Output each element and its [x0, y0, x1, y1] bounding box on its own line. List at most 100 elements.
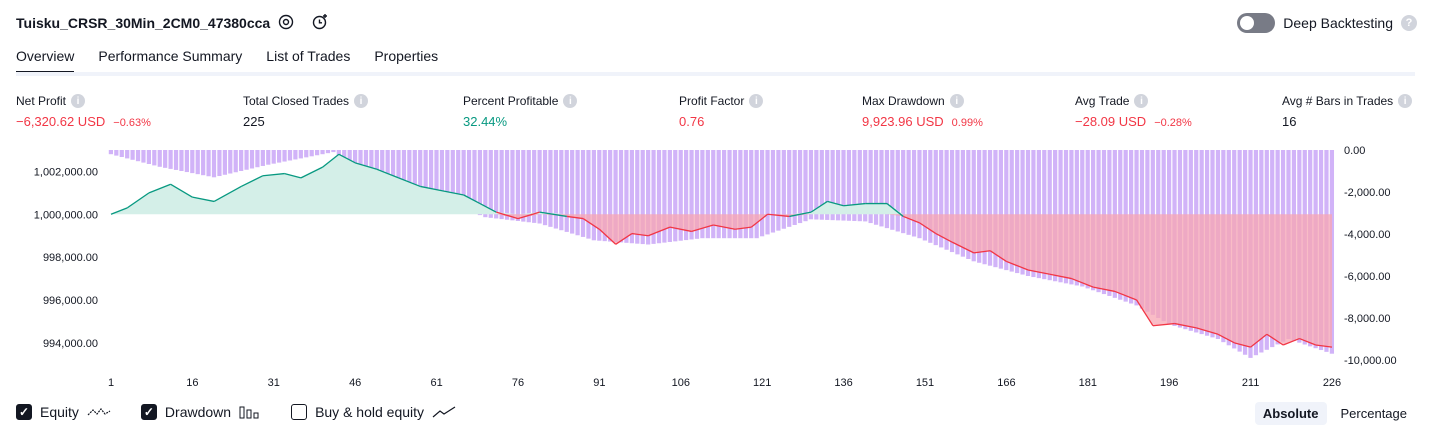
legend-drawdown[interactable]: ✓ Drawdown	[140, 404, 261, 420]
info-icon[interactable]: i	[563, 94, 578, 108]
metric-sub: 0.99%	[951, 117, 983, 129]
drawdown-bar	[146, 150, 151, 164]
x-axis-tick-label: 91	[593, 377, 605, 389]
drawdown-bar	[694, 150, 700, 239]
tab-overview[interactable]: Overview	[16, 48, 75, 74]
drawdown-bar	[662, 150, 667, 243]
drawdown-bar	[977, 150, 982, 263]
help-icon[interactable]: ?	[1401, 15, 1417, 31]
drawdown-bar	[939, 150, 944, 248]
drawdown-bar	[998, 150, 1003, 269]
right-axis-tick-label: -10,000.00	[1344, 355, 1397, 367]
drawdown-bar	[629, 150, 634, 244]
tab-performance-summary[interactable]: Performance Summary	[98, 48, 243, 64]
drawdown-bar	[488, 150, 493, 218]
drawdown-bar	[993, 150, 998, 268]
equity-segment	[582, 218, 600, 230]
drawdown-bar	[483, 150, 488, 218]
info-icon[interactable]: i	[749, 94, 764, 108]
drawdown-bar	[331, 150, 336, 153]
drawdown-bar	[787, 150, 792, 227]
info-icon[interactable]: i	[354, 94, 369, 108]
drawdown-bar	[716, 150, 721, 239]
equity-segment	[1093, 286, 1116, 293]
equity-segment	[1152, 322, 1175, 327]
left-axis-tick-label: 1,000,000.00	[34, 209, 98, 221]
drawdown-bar	[1031, 150, 1036, 278]
x-axis-tick-label: 46	[349, 377, 361, 389]
left-axis-tick-label: 996,000.00	[43, 295, 98, 307]
drawdown-bar	[390, 150, 396, 182]
left-axis: 1,002,000.00 1,000,000.00 998,000.00 996,00…	[34, 166, 98, 349]
buy-hold-checkbox[interactable]	[291, 404, 308, 420]
equity-segment	[691, 224, 714, 233]
info-icon[interactable]: i	[1134, 94, 1149, 108]
drawdown-bar	[179, 150, 184, 171]
legend-buy-hold-label: Buy & hold equity	[315, 404, 425, 420]
drawdown-bar	[260, 150, 265, 166]
drawdown-bar	[277, 150, 282, 163]
alert-clock-icon[interactable]	[311, 13, 329, 31]
drawdown-bar	[206, 150, 211, 177]
legend-buy-hold[interactable]: Buy & hold equity	[291, 404, 456, 420]
drawdown-bar	[564, 150, 569, 232]
metric-value: −6,320.62 USD	[16, 114, 106, 129]
x-axis-tick-label: 106	[672, 377, 690, 389]
drawdown-bar	[722, 150, 727, 239]
drawdown-bar	[428, 150, 434, 197]
info-icon[interactable]: i	[71, 94, 86, 108]
drawdown-bar	[591, 150, 596, 241]
equity-checkbox[interactable]: ✓	[16, 404, 32, 420]
equity-chart[interactable]: 1,002,000.00 1,000,000.00 998,000.00 996,00…	[0, 140, 1431, 395]
equity-line-icon	[87, 408, 111, 416]
drawdown-bar	[157, 150, 162, 167]
tab-properties[interactable]: Properties	[374, 48, 439, 64]
drawdown-bar	[271, 150, 276, 164]
tab-list-of-trades[interactable]: List of Trades	[266, 48, 351, 64]
right-axis-tick-label: -6,000.00	[1344, 271, 1390, 283]
equity-segment	[284, 172, 302, 179]
buy-hold-line-icon	[432, 406, 456, 418]
info-icon[interactable]: i	[949, 94, 964, 108]
drawdown-bar	[586, 150, 591, 239]
equity-segment	[126, 192, 150, 209]
drawdown-bar	[933, 150, 938, 246]
equity-segment	[322, 153, 340, 168]
metric-value: 0.76	[679, 114, 705, 129]
drawdown-bar	[510, 150, 515, 221]
drawdown-bar	[841, 150, 846, 221]
equity-segment	[1315, 344, 1333, 348]
drawdown-bar	[1009, 150, 1014, 272]
drawdown-checkbox[interactable]: ✓	[140, 404, 157, 420]
drawdown-bar	[656, 150, 662, 244]
drawdown-bar	[1004, 150, 1009, 271]
drawdown-bar	[732, 150, 738, 239]
legend-equity[interactable]: ✓ Equity	[16, 404, 111, 420]
drawdown-bar	[217, 150, 222, 177]
settings-icon[interactable]	[277, 13, 295, 31]
drawdown-bar	[819, 150, 824, 220]
drawdown-bar	[1015, 150, 1020, 274]
drawdown-bar	[667, 150, 672, 242]
drawdown-bar	[287, 150, 293, 161]
mode-absolute-button[interactable]: Absolute	[1254, 402, 1327, 425]
equity-fill-above-baseline	[111, 154, 1332, 215]
drawdown-bar	[184, 150, 189, 173]
equity-segment	[463, 194, 481, 205]
equity-segment	[300, 166, 323, 179]
info-icon[interactable]: i	[1398, 94, 1413, 108]
equity-segment	[1006, 260, 1029, 271]
drawdown-bar	[727, 150, 732, 239]
equity-segment	[192, 196, 215, 203]
deep-backtesting-toggle[interactable]	[1237, 13, 1276, 33]
metric-value: 225	[243, 114, 265, 129]
mode-percentage-button[interactable]: Percentage	[1340, 406, 1408, 421]
equity-segment	[789, 211, 812, 218]
equity-segment	[398, 177, 421, 188]
drawdown-bar	[825, 150, 830, 220]
drawdown-bar	[890, 150, 895, 230]
drawdown-bar	[249, 150, 255, 169]
drawdown-bar	[911, 150, 917, 237]
drawdown-bar	[618, 150, 624, 243]
metric-value: −28.09 USD	[1075, 114, 1147, 129]
